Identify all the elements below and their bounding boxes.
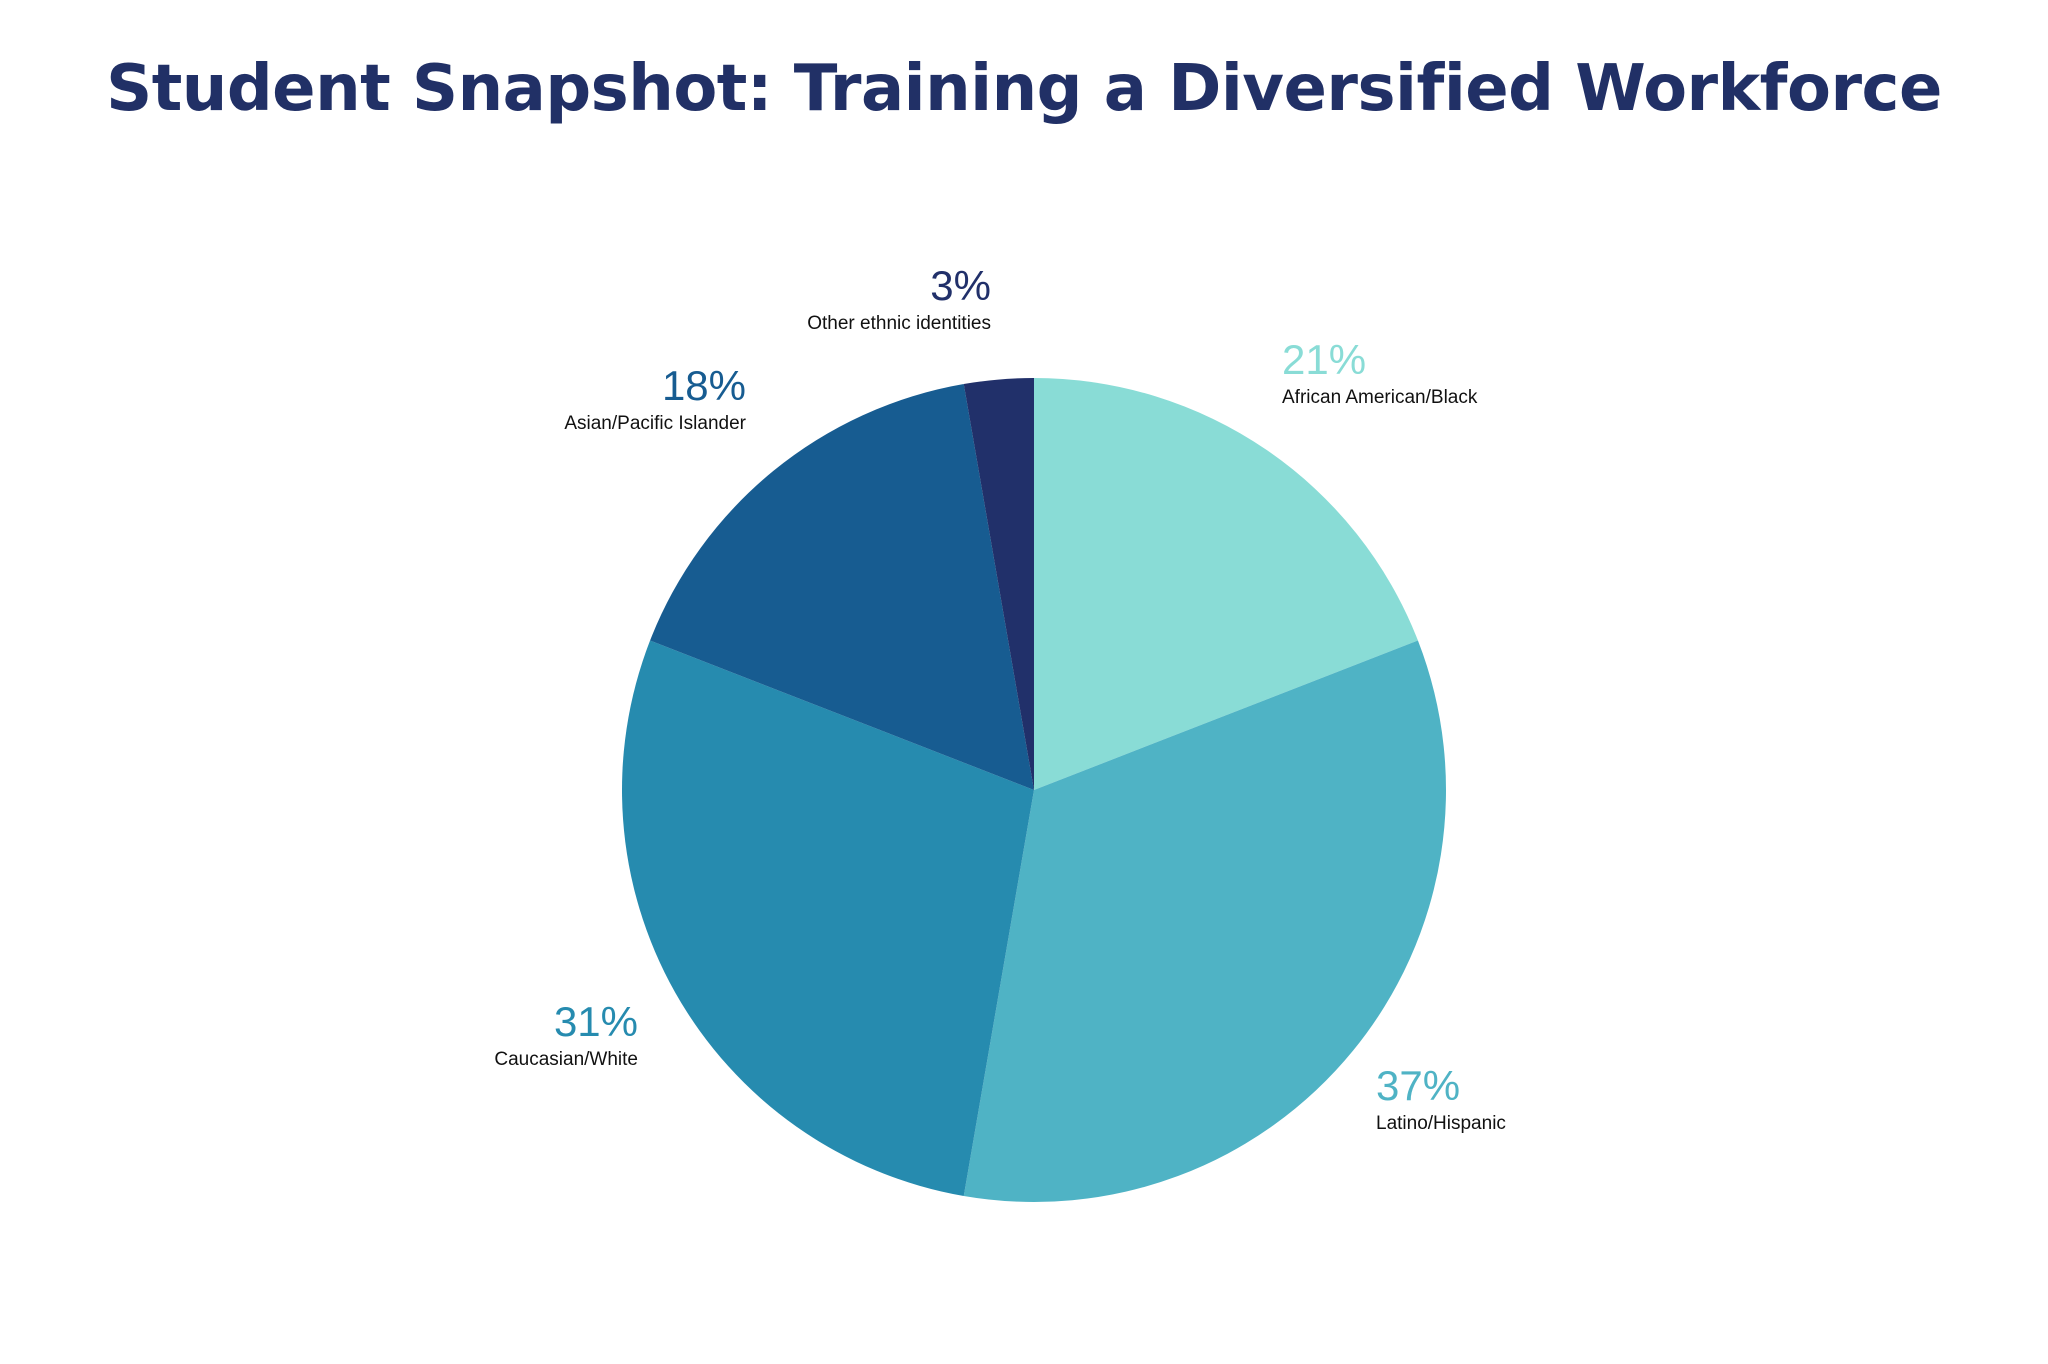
slice-category-label: Other ethnic identities <box>807 313 991 334</box>
pie-slice-african-american-black <box>1034 378 1418 790</box>
slice-label-asian-pacific-islander: 18% Asian/Pacific Islander <box>564 362 746 436</box>
pie-slice-other-ethnic-identities <box>963 378 1034 790</box>
slice-value-label: 21% <box>1282 336 1367 383</box>
chart-title: Student Snapshot: Training a Diversified… <box>106 52 1942 126</box>
slice-value-label: 3% <box>930 262 991 309</box>
slice-value-label: 37% <box>1376 1062 1461 1109</box>
slice-label-other-ethnic-identities: 3% Other ethnic identities <box>807 262 991 336</box>
slice-value-label: 31% <box>553 998 638 1045</box>
slice-label-african-american-black: 21% African American/Black <box>1282 336 1477 410</box>
pie-slice-asian-pacific-islander <box>650 384 1034 790</box>
slice-label-latino-hispanic: 37% Latino/Hispanic <box>1376 1062 1506 1136</box>
slice-category-label: Latino/Hispanic <box>1376 1113 1506 1134</box>
slice-label-caucasian-white: 31% Caucasian/White <box>494 998 638 1072</box>
slice-category-label: Caucasian/White <box>494 1049 638 1070</box>
pie-slice-latino-hispanic <box>963 640 1447 1202</box>
slice-category-label: Asian/Pacific Islander <box>564 413 746 434</box>
pie-slice-caucasian-white <box>621 640 1034 1196</box>
slice-value-label: 18% <box>661 362 746 409</box>
slice-category-label: African American/Black <box>1282 387 1478 408</box>
